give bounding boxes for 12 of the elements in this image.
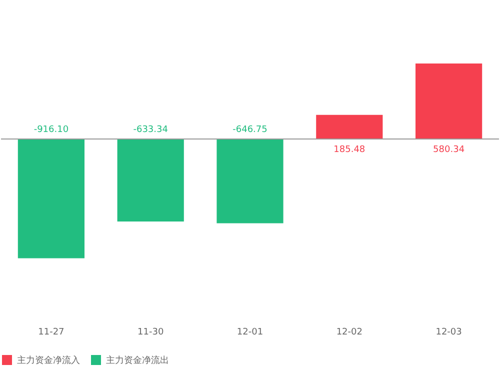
x-tick-label: 12-02: [336, 328, 362, 338]
x-tick-label: 11-27: [38, 328, 64, 338]
data-label: -916.10: [34, 125, 69, 136]
data-label: 580.34: [433, 145, 465, 156]
data-label: 185.48: [334, 145, 366, 156]
x-tick-label: 12-01: [236, 328, 264, 338]
legend-label: 主力资金净流入: [17, 355, 80, 366]
data-label: -633.34: [133, 125, 168, 136]
data-label: -646.75: [232, 125, 268, 136]
x-tick-label: 11-30: [138, 328, 164, 338]
legend-label: 主力资金净流出: [106, 355, 169, 366]
x-tick-label: 12-03: [436, 328, 462, 338]
